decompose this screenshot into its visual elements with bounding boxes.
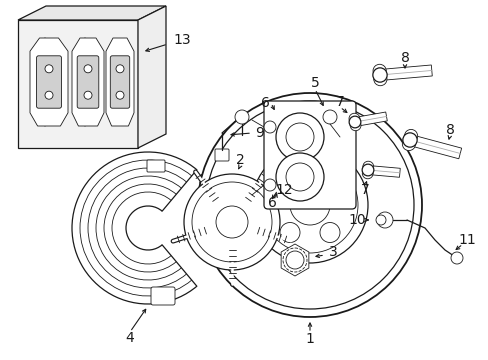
- Circle shape: [116, 65, 124, 73]
- Circle shape: [275, 153, 324, 201]
- Circle shape: [319, 222, 339, 243]
- Polygon shape: [106, 38, 134, 126]
- Circle shape: [332, 184, 352, 204]
- Circle shape: [251, 147, 367, 263]
- Circle shape: [45, 65, 53, 73]
- Circle shape: [404, 129, 417, 143]
- Circle shape: [402, 133, 416, 147]
- Polygon shape: [30, 38, 68, 126]
- Polygon shape: [18, 20, 138, 148]
- Circle shape: [275, 113, 324, 161]
- FancyBboxPatch shape: [264, 101, 355, 209]
- Polygon shape: [353, 112, 386, 126]
- Circle shape: [375, 215, 385, 225]
- Text: 9: 9: [255, 126, 264, 140]
- Text: 11: 11: [457, 233, 475, 247]
- Text: 8: 8: [445, 123, 453, 137]
- Circle shape: [323, 110, 336, 124]
- Polygon shape: [72, 38, 104, 126]
- Circle shape: [84, 65, 92, 73]
- FancyBboxPatch shape: [110, 56, 129, 108]
- Circle shape: [402, 138, 415, 150]
- Circle shape: [235, 110, 248, 124]
- Circle shape: [372, 64, 386, 77]
- Text: 2: 2: [235, 153, 244, 167]
- Circle shape: [362, 164, 373, 176]
- FancyBboxPatch shape: [37, 56, 61, 108]
- Text: 8: 8: [400, 51, 408, 65]
- Circle shape: [198, 93, 421, 317]
- Circle shape: [348, 116, 360, 128]
- Text: 6: 6: [267, 196, 276, 210]
- Circle shape: [373, 72, 386, 86]
- Circle shape: [289, 185, 329, 225]
- Polygon shape: [367, 166, 400, 177]
- Circle shape: [372, 68, 386, 82]
- Circle shape: [264, 179, 275, 191]
- Text: 4: 4: [125, 331, 134, 345]
- Circle shape: [45, 91, 53, 99]
- Circle shape: [285, 251, 304, 269]
- FancyBboxPatch shape: [77, 56, 99, 108]
- Circle shape: [376, 212, 392, 228]
- Text: 3: 3: [328, 245, 337, 259]
- Circle shape: [264, 121, 275, 133]
- Text: 7: 7: [360, 183, 368, 197]
- Polygon shape: [138, 6, 165, 148]
- Circle shape: [348, 113, 359, 124]
- Polygon shape: [18, 6, 165, 20]
- Circle shape: [84, 91, 92, 99]
- Circle shape: [299, 161, 319, 181]
- Circle shape: [116, 91, 124, 99]
- Text: 12: 12: [275, 183, 292, 197]
- FancyBboxPatch shape: [151, 287, 175, 305]
- Text: 1: 1: [305, 332, 314, 346]
- Text: 10: 10: [347, 213, 365, 227]
- Text: 6: 6: [260, 96, 269, 110]
- Text: 7: 7: [335, 95, 344, 109]
- Text: 5: 5: [310, 76, 319, 90]
- Circle shape: [450, 252, 462, 264]
- Circle shape: [183, 174, 280, 270]
- FancyBboxPatch shape: [147, 160, 164, 172]
- Polygon shape: [281, 244, 308, 276]
- Circle shape: [349, 120, 360, 131]
- Circle shape: [280, 222, 300, 243]
- Circle shape: [267, 184, 287, 204]
- Polygon shape: [379, 65, 431, 81]
- FancyBboxPatch shape: [215, 149, 228, 161]
- Text: 13: 13: [173, 33, 190, 47]
- Polygon shape: [408, 135, 461, 159]
- Circle shape: [216, 206, 247, 238]
- Circle shape: [362, 168, 372, 179]
- Circle shape: [362, 161, 373, 172]
